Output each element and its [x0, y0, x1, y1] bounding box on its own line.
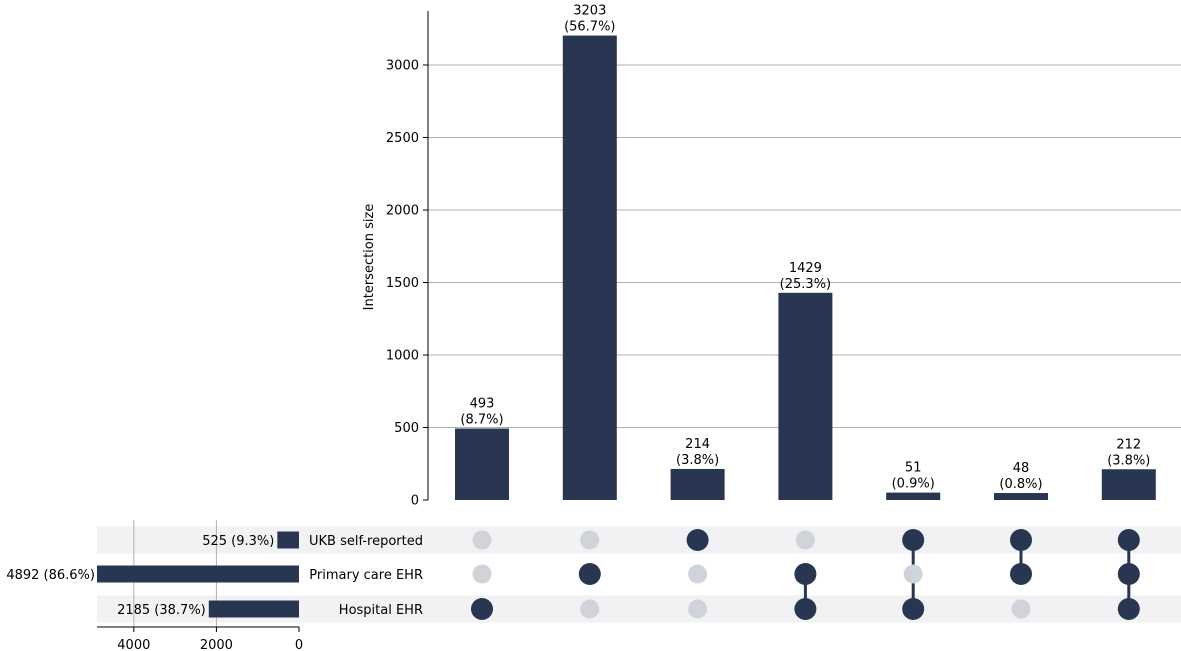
set-size-tick-label: 0 — [295, 638, 303, 651]
bar-percent-label: (0.9%) — [892, 477, 935, 492]
intersection-bar — [886, 492, 941, 500]
bar-count-label: 51 — [905, 461, 922, 476]
y-tick-label: 500 — [394, 421, 419, 436]
y-axis: 0 500 1000 1500 2000 2500 3000 — [386, 11, 429, 509]
set-size-label: 4892 (86.6%) — [6, 568, 95, 583]
bar-count-label: 212 — [1116, 437, 1141, 452]
matrix-dot-active — [794, 563, 817, 585]
matrix-dot-inactive — [688, 564, 708, 584]
bar-percent-label: (3.8%) — [1107, 453, 1150, 468]
bar-count-label: 3203 — [573, 4, 606, 19]
bar-count-label: 214 — [685, 437, 710, 452]
intersection-bar — [1101, 469, 1156, 500]
matrix-dot-active — [1010, 529, 1032, 551]
intersection-bar-labels: 493(8.7%)3203(56.7%)214(3.8%)1429(25.3%)… — [460, 4, 1150, 492]
bar-count-label: 1429 — [789, 261, 822, 276]
bar-percent-label: (0.8%) — [999, 477, 1042, 492]
bar-percent-label: (56.7%) — [564, 20, 615, 35]
matrix-dot-inactive — [795, 530, 815, 550]
set-size-panel: 4000 2000 0 525 (9.3%) 4892 (86.6%) 2185 (38.… — [6, 520, 303, 651]
bar-count-label: 493 — [470, 397, 495, 412]
matrix-dot-active — [902, 598, 925, 620]
intersection-bar — [994, 493, 1048, 500]
matrix-dot-inactive — [580, 530, 600, 550]
y-tick-label: 2000 — [386, 204, 419, 219]
matrix-dot-active — [1117, 598, 1140, 620]
set-size-bar — [277, 531, 299, 549]
matrix-dot-inactive — [688, 599, 708, 619]
matrix-dot-inactive — [1011, 599, 1031, 619]
matrix-row-stripes — [97, 526, 1181, 623]
bar-count-label: 48 — [1013, 461, 1030, 476]
matrix-dot-inactive — [903, 564, 923, 584]
matrix-dot-inactive — [580, 599, 600, 619]
matrix-dot-active — [1010, 563, 1032, 585]
y-tick-label: 3000 — [386, 59, 419, 74]
intersection-matrix — [471, 529, 1140, 620]
matrix-dot-active — [794, 598, 817, 620]
set-name-label: UKB self-reported — [309, 534, 423, 549]
y-axis-label: Intersection size — [362, 204, 377, 311]
set-size-tick-label: 4000 — [117, 638, 150, 651]
intersection-bars — [455, 35, 1156, 500]
bar-percent-label: (25.3%) — [780, 277, 831, 292]
set-name-label: Primary care EHR — [309, 568, 423, 583]
matrix-dot-active — [686, 529, 709, 551]
matrix-dot-active — [471, 598, 493, 620]
matrix-dot-active — [1117, 563, 1140, 585]
matrix-dot-active — [902, 529, 925, 551]
y-tick-label: 1500 — [386, 276, 419, 291]
set-size-bar — [208, 600, 299, 618]
intersection-bar — [562, 35, 617, 500]
matrix-dot-inactive — [472, 564, 492, 584]
bar-percent-label: (3.8%) — [676, 453, 719, 468]
y-tick-label: 1000 — [386, 349, 419, 364]
intersection-bar — [778, 292, 833, 500]
set-size-label: 525 (9.3%) — [202, 534, 274, 549]
matrix-dot-active — [1117, 529, 1140, 551]
set-names: UKB self-reported Primary care EHR Hospita… — [309, 534, 423, 618]
matrix-dot-inactive — [472, 530, 492, 550]
y-tick-label: 0 — [411, 494, 419, 509]
intersection-bar — [455, 428, 509, 500]
intersection-bar — [670, 468, 725, 500]
matrix-dot-active — [578, 563, 601, 585]
set-size-tick-label: 2000 — [200, 638, 233, 651]
set-size-bar — [97, 565, 299, 583]
set-name-label: Hospital EHR — [339, 603, 423, 618]
bar-percent-label: (8.7%) — [460, 413, 503, 428]
y-tick-label: 2500 — [386, 131, 419, 146]
set-size-label: 2185 (38.7%) — [117, 603, 206, 618]
